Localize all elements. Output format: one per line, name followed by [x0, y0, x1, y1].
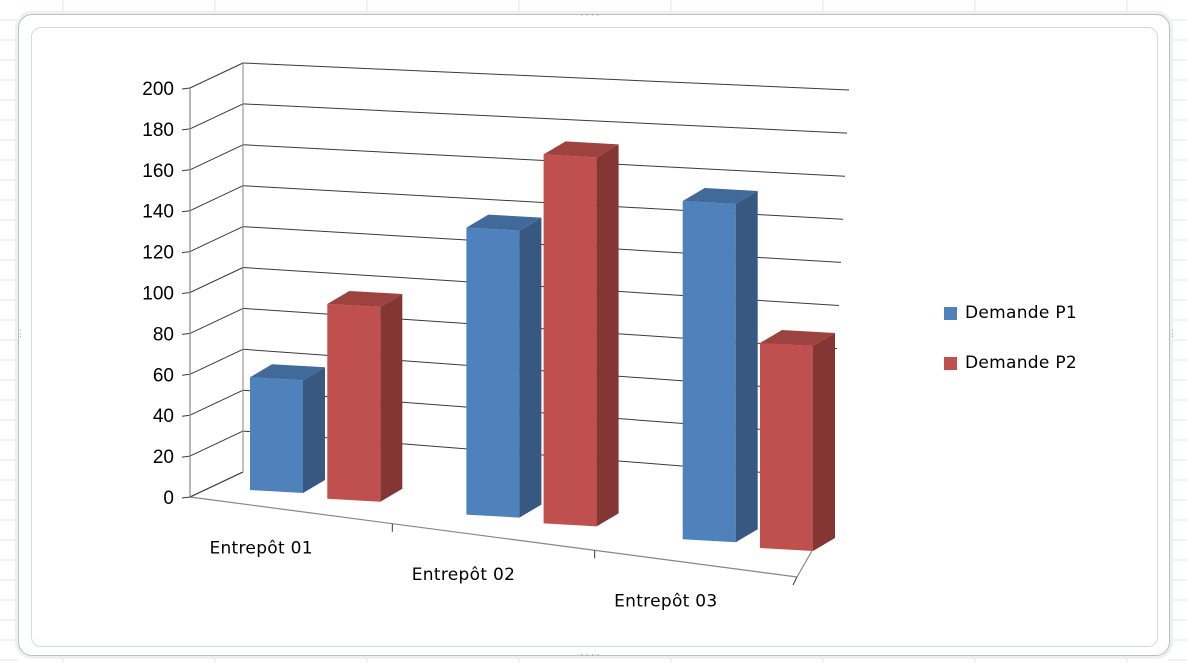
tick-label-y: 40 — [153, 406, 174, 427]
bar-top-2 — [543, 141, 619, 158]
resize-handle-right[interactable]: ⋮ — [1168, 329, 1177, 339]
tick-mark-y — [181, 332, 191, 335]
gridline-side — [189, 389, 244, 416]
gridline-side — [189, 226, 244, 253]
tick-label-y: 120 — [142, 243, 174, 264]
tick-label-y: 80 — [153, 324, 174, 345]
legend-label-p2: Demande P2 — [965, 353, 1078, 373]
category-label: Entrepôt 03 — [614, 592, 717, 612]
tick-label-y: 0 — [163, 488, 174, 509]
tick-label-y: 100 — [142, 284, 174, 305]
resize-handle-left[interactable]: ⋮ — [16, 329, 25, 339]
bar-top-1 — [250, 364, 325, 381]
tick-mark-y — [181, 496, 191, 499]
gridline-side — [189, 103, 244, 130]
tick-mark-y — [181, 128, 191, 131]
tick-label-y: 60 — [153, 365, 174, 386]
tick-mark-y — [181, 373, 191, 376]
tick-label-y: 20 — [153, 447, 174, 468]
bar-top-1 — [466, 214, 542, 231]
bars-group — [250, 141, 835, 551]
category-label: Entrepôt 02 — [412, 565, 515, 585]
bar-top-2 — [327, 291, 403, 307]
resize-handle-bottom[interactable]: ···· — [579, 651, 601, 661]
gridline-side — [189, 62, 244, 89]
tick-label-y: 140 — [142, 202, 174, 223]
tick-mark-y — [181, 292, 191, 294]
bar-front-1 — [250, 377, 303, 493]
gridline-side — [189, 307, 244, 334]
gridline-side — [189, 185, 244, 212]
gridline-back — [242, 103, 848, 134]
legend-label-p1: Demande P1 — [965, 303, 1078, 323]
legend-swatch-p2 — [944, 356, 957, 370]
tick-mark-y — [181, 169, 191, 172]
legend-swatch-p1 — [944, 306, 957, 320]
bar-front-2 — [760, 343, 813, 551]
category-label: Entrepôt 01 — [209, 538, 312, 558]
gridline-side — [189, 471, 244, 498]
bar-side-2 — [380, 294, 403, 502]
tick-mark-y — [181, 455, 191, 458]
tick-label-y: 200 — [142, 79, 174, 100]
tick-mark-y — [181, 251, 191, 254]
tick-mark-x — [792, 576, 798, 586]
bar-side-1 — [519, 217, 542, 518]
bar-front-2 — [327, 304, 381, 502]
bar-front-2 — [543, 154, 597, 527]
tick-mark-y — [181, 87, 191, 90]
tick-label-y: 160 — [142, 161, 174, 182]
gridline-back — [242, 62, 850, 91]
legend: Demande P1 Demande P2 — [944, 300, 1149, 400]
resize-handle-top[interactable]: ···· — [579, 11, 601, 21]
bar-top-2 — [760, 330, 835, 346]
tick-mark-y — [181, 414, 191, 417]
bar-front-1 — [682, 201, 736, 543]
bar-side-1 — [735, 191, 758, 543]
bar-side-1 — [303, 367, 325, 493]
legend-item-p2: Demande P2 — [944, 350, 1149, 376]
gridline-side — [189, 430, 244, 457]
bar-side-2 — [596, 144, 619, 527]
gridline-side — [189, 348, 244, 375]
gridline-side — [189, 267, 244, 293]
gridline-side — [189, 144, 244, 171]
bar-side-2 — [813, 333, 835, 551]
bar-top-1 — [682, 188, 758, 204]
legend-item-p1: Demande P1 — [944, 300, 1149, 326]
tick-label-y: 180 — [142, 120, 174, 141]
bar-front-1 — [466, 227, 520, 518]
tick-mark-y — [181, 210, 191, 213]
